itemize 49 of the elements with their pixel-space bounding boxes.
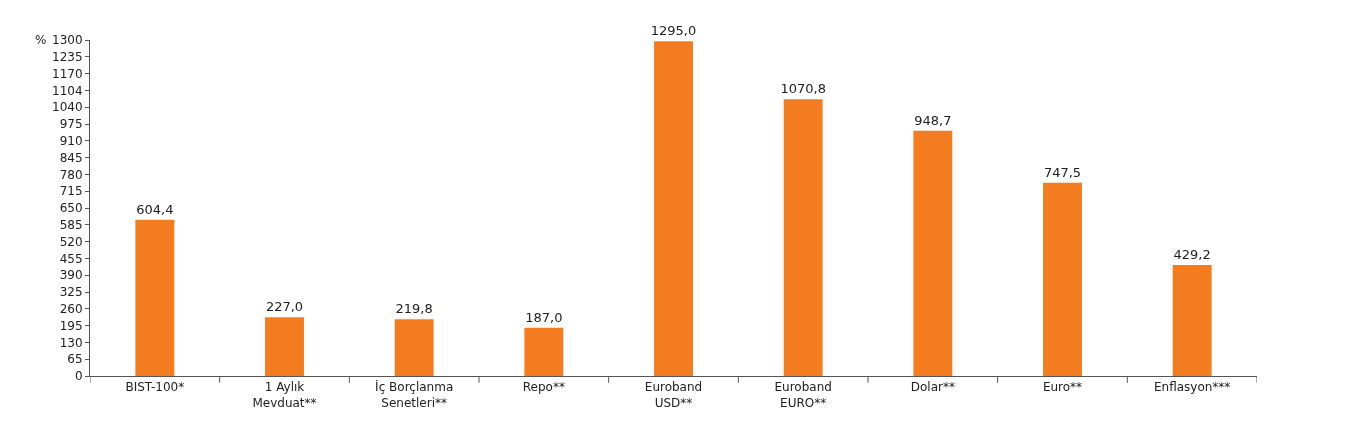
y-tick-label: 325	[59, 285, 83, 300]
y-tick-label: 390	[59, 268, 83, 283]
x-tick-label: Dolar**	[910, 380, 955, 395]
y-tick-label: 520	[59, 234, 83, 249]
y-axis-title: %	[35, 33, 47, 47]
y-tick-label: 1040	[52, 100, 83, 115]
bar	[135, 219, 175, 376]
bar	[913, 130, 953, 376]
y-tick-label: 910	[59, 134, 83, 148]
y-tick-label: 65	[67, 352, 83, 367]
x-tick-label: 1 Aylık Mevduat**	[252, 380, 317, 410]
bar	[394, 319, 434, 376]
y-tick-label: 975	[59, 117, 83, 132]
y-tick-label: 0	[74, 369, 83, 384]
bar	[1172, 265, 1212, 376]
y-tick-label: 845	[59, 150, 83, 165]
data-label: 604,4	[136, 201, 174, 217]
bar	[524, 327, 564, 376]
bar	[1043, 182, 1082, 376]
y-tick-label: 455	[59, 251, 83, 266]
bar	[783, 99, 823, 376]
data-label: 747,5	[1043, 164, 1082, 180]
data-label: 187,0	[525, 309, 563, 325]
x-tick-label: Euroband EURO**	[774, 380, 832, 410]
x-tick-label: İç Borçlanma Senetleri**	[375, 379, 454, 410]
x-tick-label: Euro**	[1042, 380, 1083, 395]
x-tick-label: Repo**	[522, 380, 565, 395]
data-label: 948,7	[914, 112, 952, 128]
x-tick-label: BIST-100*	[125, 380, 185, 395]
y-tick-label: 130	[59, 335, 83, 350]
y-tick-label: 650	[59, 201, 83, 216]
y-tick-label: 585	[59, 218, 83, 232]
y-tick-label: 780	[59, 167, 83, 182]
y-tick-label: 195	[59, 318, 83, 333]
y-tick-label: 1104	[52, 83, 83, 98]
x-tick-label: Euroband USD**	[644, 380, 703, 410]
bar	[654, 41, 693, 376]
y-tick-label: 1170	[52, 66, 83, 81]
data-label: 1070,8	[780, 81, 826, 97]
bar	[265, 317, 304, 376]
data-label: 219,8	[395, 301, 433, 317]
y-tick-label: 260	[59, 302, 83, 316]
y-tick-label: 1235	[52, 50, 83, 64]
x-tick-label: Enflasyon***	[1153, 380, 1231, 395]
y-tick-label: 715	[59, 184, 83, 199]
data-label: 1295,0	[650, 23, 697, 39]
data-label: 429,2	[1173, 247, 1211, 263]
data-label: 227,0	[265, 299, 304, 315]
y-tick-label: 1300	[52, 33, 83, 48]
